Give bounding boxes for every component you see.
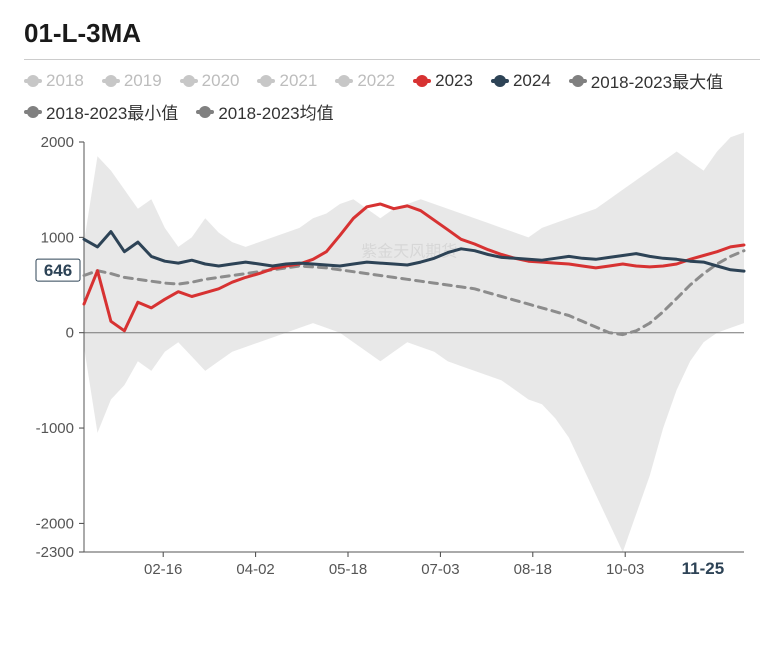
legend-label: 2024 — [513, 71, 551, 91]
legend-item[interactable]: 2018-2023最大值 — [569, 68, 723, 93]
line-chart: -2300 -2000 -1000 0 1000 2000 646 02-16 04-02 05-… — [24, 132, 760, 592]
legend-swatch — [102, 79, 120, 83]
watermark: 紫金天风期货 — [361, 242, 457, 260]
legend-item[interactable]: 2020 — [180, 71, 240, 91]
legend-label: 2022 — [357, 71, 395, 91]
legend: 2018 2019 2020 2021 2022 2023 2024 2018-2023最大值… — [0, 60, 784, 128]
x-tick-label: 08-18 — [514, 561, 552, 578]
legend-item[interactable]: 2022 — [335, 71, 395, 91]
x-tick-label: 10-03 — [606, 561, 644, 578]
legend-item[interactable]: 2023 — [413, 71, 473, 91]
legend-label: 2020 — [202, 71, 240, 91]
legend-swatch — [24, 79, 42, 83]
x-tick-label: 05-18 — [329, 561, 367, 578]
x-tick-label: 02-16 — [144, 561, 182, 578]
y-highlight-label: 646 — [44, 261, 72, 280]
legend-label: 2018-2023均值 — [218, 99, 333, 124]
legend-label: 2018 — [46, 71, 84, 91]
legend-label: 2019 — [124, 71, 162, 91]
legend-swatch — [180, 79, 198, 83]
legend-label: 2018-2023最小值 — [46, 99, 178, 124]
legend-swatch — [413, 79, 431, 83]
y-tick-label: 0 — [66, 325, 74, 342]
legend-swatch — [569, 79, 587, 83]
y-tick-label: -1000 — [36, 420, 74, 437]
x-tick-label: 07-03 — [421, 561, 459, 578]
y-tick-label: 2000 — [41, 134, 74, 151]
legend-item[interactable]: 2024 — [491, 71, 551, 91]
y-tick-label: -2000 — [36, 515, 74, 532]
legend-label: 2023 — [435, 71, 473, 91]
chart-title: 01-L-3MA — [0, 0, 784, 59]
legend-swatch — [257, 79, 275, 83]
y-tick-label: -2300 — [36, 544, 74, 561]
x-tick-label: 04-02 — [236, 561, 274, 578]
chart-container: -2300 -2000 -1000 0 1000 2000 646 02-16 04-02 05-… — [24, 132, 760, 592]
legend-item[interactable]: 2018-2023均值 — [196, 99, 333, 124]
y-tick-label: 1000 — [41, 229, 74, 246]
legend-label: 2021 — [279, 71, 317, 91]
legend-swatch — [335, 79, 353, 83]
legend-swatch — [24, 110, 42, 114]
legend-item[interactable]: 2021 — [257, 71, 317, 91]
legend-item[interactable]: 2019 — [102, 71, 162, 91]
legend-label: 2018-2023最大值 — [591, 68, 723, 93]
legend-swatch — [196, 110, 214, 114]
legend-item[interactable]: 2018 — [24, 71, 84, 91]
legend-swatch — [491, 79, 509, 83]
x-highlight-label: 11-25 — [682, 559, 725, 578]
legend-item[interactable]: 2018-2023最小值 — [24, 99, 178, 124]
